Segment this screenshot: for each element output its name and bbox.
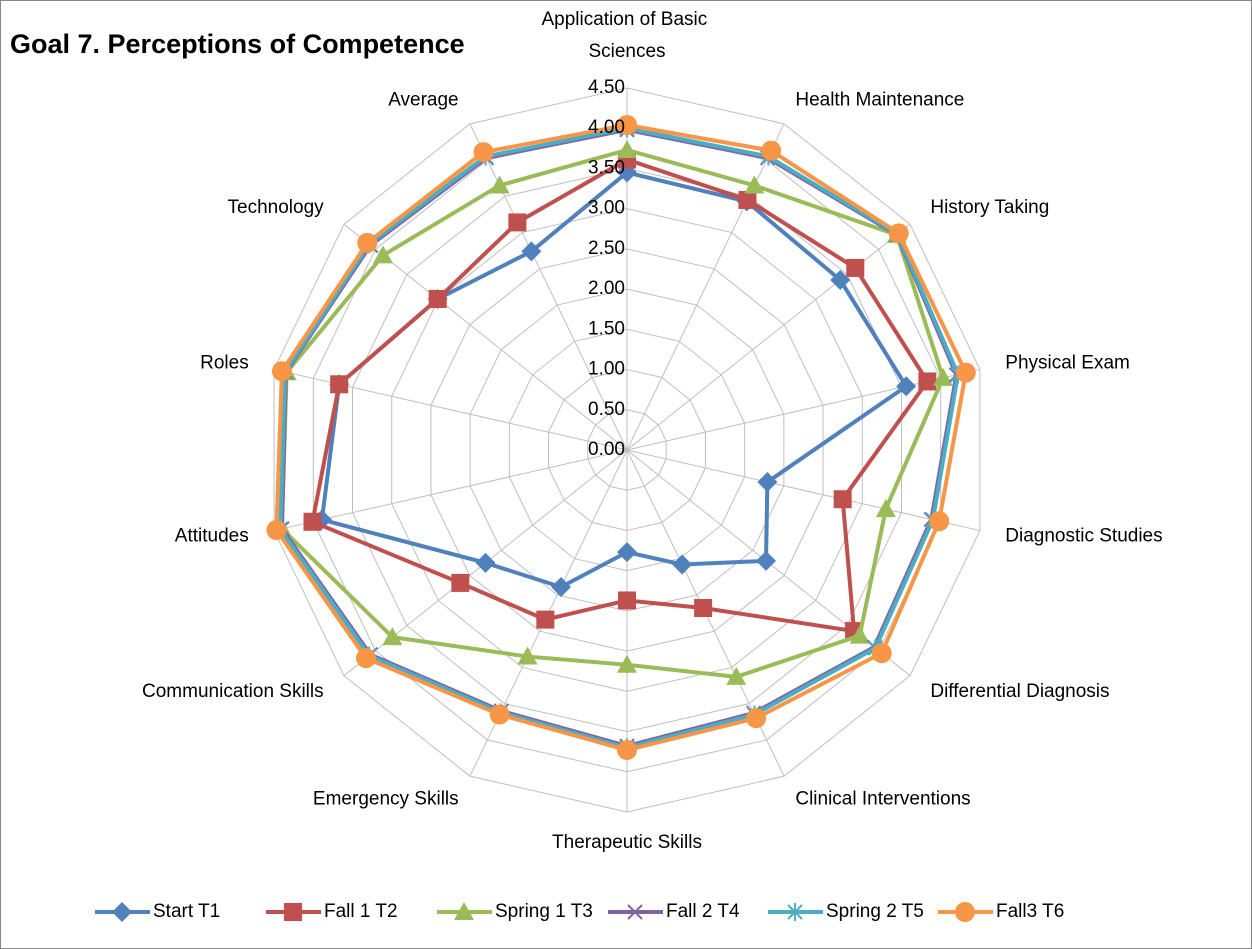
category-label: Communication Skills: [142, 681, 324, 702]
legend-label: Fall 2 T4: [666, 901, 740, 922]
legend-marker: [955, 902, 975, 922]
data-point: [755, 550, 776, 571]
data-point: [833, 490, 852, 509]
data-point: [508, 213, 527, 232]
data-point: [672, 554, 693, 575]
data-point: [757, 472, 778, 493]
category-label: Therapeutic Skills: [552, 832, 702, 853]
category-label: Average: [388, 89, 458, 110]
data-point: [918, 372, 937, 391]
y-tick-label: 1.50: [588, 318, 625, 339]
data-point: [849, 625, 870, 644]
data-point: [694, 599, 713, 618]
data-point: [357, 232, 378, 253]
data-point: [888, 223, 909, 244]
data-point: [428, 290, 447, 309]
data-point: [617, 139, 637, 158]
y-tick-label: 3.50: [588, 157, 625, 178]
data-point: [955, 362, 976, 383]
data-point: [744, 175, 765, 194]
y-tick-label: 0.50: [588, 399, 625, 420]
y-tick-label: 0.00: [588, 439, 625, 460]
data-point: [521, 241, 542, 262]
y-tick-label: 4.00: [588, 117, 625, 138]
category-label: Clinical Interventions: [795, 789, 970, 810]
y-tick-label: 4.50: [588, 77, 625, 98]
category-label: Differential Diagnosis: [930, 681, 1109, 702]
data-point: [617, 740, 637, 761]
data-point: [473, 142, 494, 163]
spoke: [626, 449, 981, 532]
legend-label: Spring 2 T5: [826, 901, 924, 922]
legend-label: Fall 1 T2: [324, 901, 398, 922]
data-point: [871, 643, 892, 664]
data-point: [536, 610, 555, 629]
spoke: [273, 449, 628, 532]
data-point: [355, 648, 376, 669]
category-label: History Taking: [930, 197, 1049, 218]
category-label-line: Sciences: [588, 41, 665, 62]
data-point: [617, 654, 637, 673]
category-label: Health Maintenance: [795, 89, 964, 110]
data-point: [746, 708, 767, 729]
data-point: [266, 520, 287, 541]
legend-label: Start T1: [153, 901, 220, 922]
legend-marker: [284, 903, 302, 921]
data-point: [475, 552, 496, 573]
data-point: [933, 367, 954, 386]
y-tick-label: 2.00: [588, 278, 625, 299]
spoke: [469, 123, 628, 451]
legend-marker: [627, 904, 643, 920]
data-point: [846, 258, 865, 277]
y-tick-label: 3.00: [588, 198, 625, 219]
data-point: [382, 627, 403, 646]
data-point: [330, 375, 349, 394]
category-label: Attitudes: [175, 525, 249, 546]
data-point: [738, 190, 757, 209]
chart-title: Goal 7. Perceptions of Competence: [10, 29, 465, 59]
data-point: [830, 269, 851, 290]
category-label: Emergency Skills: [313, 789, 459, 810]
data-point: [761, 140, 782, 161]
data-point: [617, 542, 637, 563]
y-tick-label: 2.50: [588, 238, 625, 259]
category-label: Technology: [228, 197, 325, 218]
plot: [266, 115, 976, 761]
y-tick-label: 1.00: [588, 359, 625, 380]
data-point: [618, 591, 636, 610]
data-point: [489, 175, 510, 194]
category-label: Roles: [200, 353, 249, 374]
data-point: [517, 646, 538, 665]
data-point: [489, 704, 510, 725]
category-label: Physical Exam: [1005, 353, 1130, 374]
category-label: Diagnostic Studies: [1005, 525, 1162, 546]
legend-label: Fall3 T6: [996, 901, 1064, 922]
data-point: [896, 376, 917, 397]
data-point: [875, 499, 896, 518]
spoke: [626, 123, 785, 451]
category-label: Application of Basic Sciences: [541, 9, 712, 62]
data-point: [451, 573, 470, 592]
legend-marker: [787, 903, 803, 921]
data-point: [551, 576, 572, 597]
data-point: [372, 245, 393, 264]
data-point: [303, 512, 322, 531]
category-label-line: Application of Basic: [541, 9, 712, 30]
data-point: [929, 511, 950, 532]
data-point: [726, 666, 747, 685]
data-point: [617, 115, 637, 136]
legend-marker: [112, 902, 132, 922]
data-point: [271, 361, 292, 382]
legend-label: Spring 1 T3: [495, 901, 593, 922]
legend-marker: [454, 902, 474, 920]
